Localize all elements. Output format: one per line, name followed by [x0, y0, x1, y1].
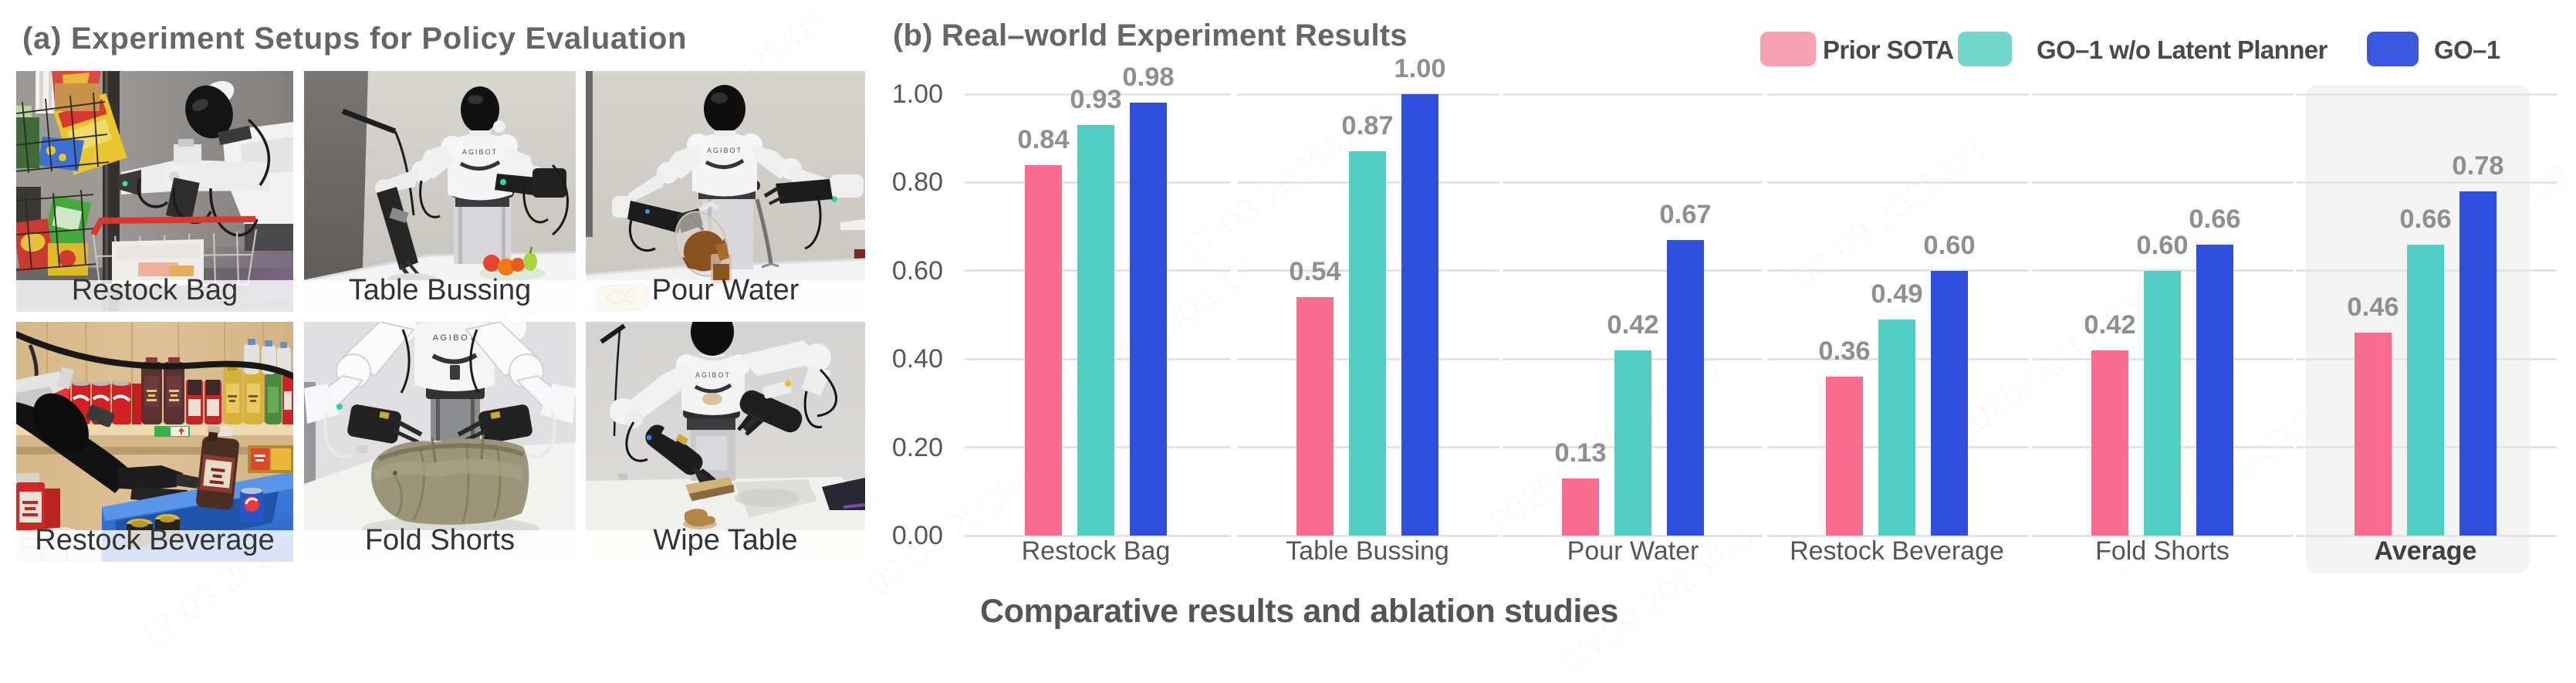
svg-text:AGIBOT: AGIBOT — [695, 371, 731, 379]
svg-text:AGIBOT: AGIBOT — [433, 333, 477, 343]
svg-text:AGIBOT: AGIBOT — [707, 147, 742, 154]
svg-text:AGIBOT: AGIBOT — [462, 148, 498, 156]
